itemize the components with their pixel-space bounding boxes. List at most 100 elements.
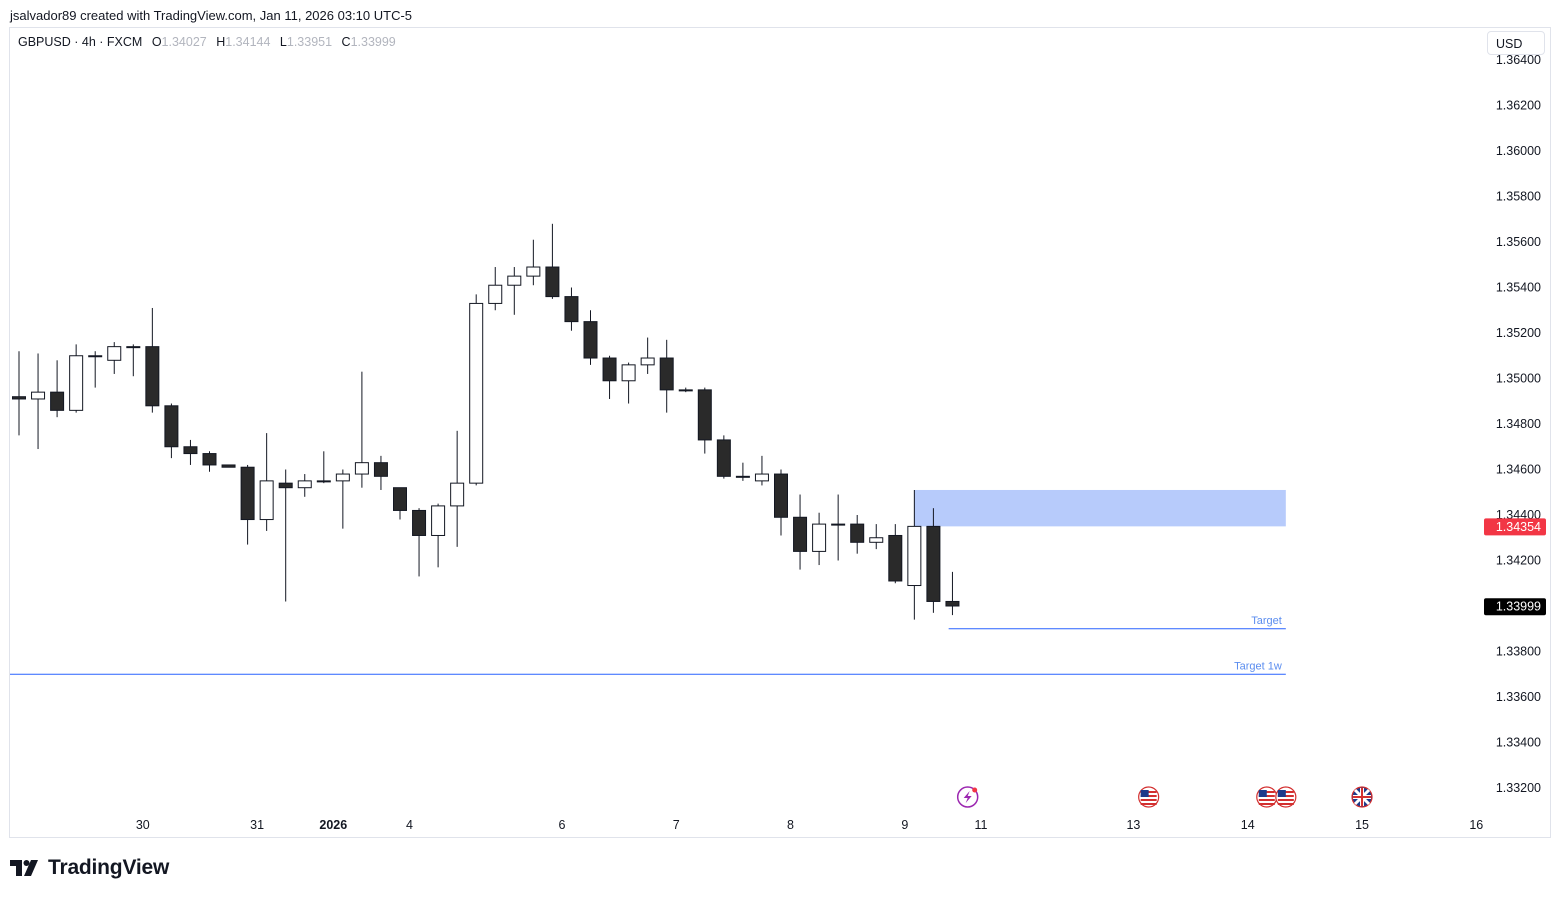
- candle-bull: [297, 480, 312, 489]
- us-flag-stripe: [1140, 799, 1157, 801]
- open-label: O: [151, 35, 162, 49]
- us-flag-stripe: [1140, 803, 1157, 805]
- chart-attribution: jsalvador89 created with TradingView.com…: [10, 8, 413, 23]
- candle-bear: [373, 462, 388, 477]
- symbol-info: GBPUSD · 4h · FXCM: [18, 35, 143, 49]
- candle-bear: [888, 534, 903, 582]
- candle-bear: [183, 446, 198, 455]
- candle-bear: [412, 509, 427, 536]
- x-tick-label: 15: [1355, 818, 1369, 832]
- candle-bull: [621, 364, 636, 382]
- us-flag-stripe: [1277, 803, 1294, 805]
- us-flag-canton: [1140, 790, 1149, 797]
- last-price-label: 1.33999: [1496, 600, 1541, 614]
- y-tick-label: 1.35000: [1496, 372, 1541, 386]
- uk-flag-cross-red: [1353, 788, 1372, 806]
- x-tick-label: 11: [975, 818, 988, 832]
- brand-name: TradingView: [48, 856, 170, 879]
- symbol-legend: GBPUSD · 4h · FXCM O1.34027 H1.34144 L1.…: [18, 35, 396, 49]
- tradingview-logo: TradingView: [10, 856, 169, 880]
- currency-button[interactable]: USD: [1487, 31, 1545, 55]
- candle-bear: [602, 357, 617, 382]
- x-tick-label: 8: [787, 818, 794, 832]
- candle-bear: [221, 464, 236, 468]
- y-tick-label: 1.34600: [1496, 463, 1541, 477]
- candle-bear: [240, 466, 255, 521]
- y-tick-label: 1.33800: [1496, 645, 1541, 659]
- y-tick-label: 1.36200: [1496, 99, 1541, 113]
- candle-bear: [583, 321, 598, 359]
- last-price-label-bg: [1484, 598, 1546, 616]
- y-tick-label: 1.33200: [1496, 781, 1541, 795]
- x-tick-label: 9: [901, 818, 908, 832]
- x-tick-label: 2026: [319, 818, 347, 832]
- y-tick-label: 1.35800: [1496, 190, 1541, 204]
- candle-bear: [278, 482, 293, 489]
- y-tick-label: 1.35400: [1496, 281, 1541, 295]
- close-value: 1.33999: [350, 35, 396, 49]
- y-tick-label: 1.34800: [1496, 417, 1541, 431]
- candle-bear: [697, 389, 712, 441]
- us-flag-stripe: [1277, 799, 1294, 801]
- us-flag-canton: [1277, 790, 1286, 797]
- y-tick-label: 1.35200: [1496, 326, 1541, 340]
- x-tick-label: 16: [1469, 818, 1483, 832]
- candle-bear: [164, 405, 179, 448]
- candle-bear: [659, 357, 674, 391]
- candle-bull: [526, 266, 541, 277]
- candle-bear: [202, 453, 217, 466]
- candle-bull: [354, 462, 369, 475]
- candle-bear: [393, 487, 407, 511]
- candle-bear: [850, 523, 865, 543]
- candle-bull: [488, 284, 503, 304]
- y-tick-label: 1.35600: [1496, 235, 1541, 249]
- candle-bear: [564, 296, 579, 323]
- event-dot-icon: [972, 787, 978, 793]
- low-value: 1.33951: [286, 35, 333, 49]
- chart-frame[interactable]: [9, 27, 1551, 838]
- candle-bull: [907, 525, 922, 587]
- x-tick-label: 14: [1241, 818, 1255, 832]
- candle-bear: [716, 439, 731, 477]
- open-value: 1.34027: [161, 35, 207, 49]
- y-tick-label: 1.33600: [1496, 690, 1541, 704]
- x-tick-label: 13: [1126, 818, 1140, 832]
- x-tick-label: 30: [136, 818, 150, 832]
- candle-bear: [774, 473, 788, 518]
- x-tick-label: 31: [250, 818, 264, 832]
- y-tick-label: 1.36400: [1496, 53, 1541, 67]
- candle-bull: [869, 537, 884, 543]
- supply-zone: [914, 489, 1286, 527]
- candle-bull: [335, 473, 350, 482]
- candle-bull: [431, 505, 446, 536]
- us-flag-canton: [1258, 790, 1267, 797]
- candle-bull: [469, 302, 484, 484]
- x-tick-label: 7: [673, 818, 680, 832]
- candle-bull: [640, 357, 655, 366]
- high-label: H: [216, 35, 226, 49]
- candle-bull: [735, 475, 750, 478]
- candle-bull: [69, 355, 84, 411]
- close-label: C: [341, 35, 351, 49]
- candle-bull: [126, 346, 141, 349]
- x-tick-label: 4: [406, 818, 413, 832]
- candle-bull: [316, 480, 331, 483]
- target-label: Target: [1251, 615, 1282, 627]
- candle-bull: [259, 480, 274, 521]
- target-1w-label: Target 1w: [1234, 660, 1282, 672]
- candle-bear: [50, 391, 65, 411]
- candle-bear: [945, 600, 960, 607]
- zone-price-label-bg: [1484, 518, 1546, 536]
- x-tick-label: 6: [558, 818, 565, 832]
- us-flag-stripe: [1258, 799, 1275, 801]
- candle-bull: [754, 473, 769, 482]
- y-tick-label: 1.34200: [1496, 554, 1541, 568]
- tradingview-logo-icon: [10, 860, 38, 876]
- candle-bull: [812, 523, 827, 552]
- candle-bull: [678, 389, 693, 392]
- low-label: L: [279, 35, 287, 49]
- y-tick-label: 1.33400: [1496, 736, 1541, 750]
- candle-bull: [831, 523, 846, 526]
- candle-bull: [88, 355, 103, 358]
